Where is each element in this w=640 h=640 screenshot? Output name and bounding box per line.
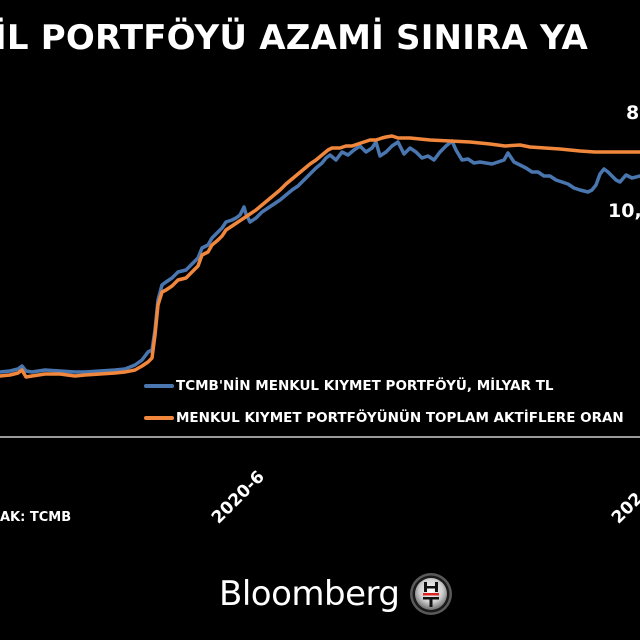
legend-item-portfolio: TCMB'NİN MENKUL KIYMET PORTFÖYÜ, MİLYAR …	[144, 378, 554, 394]
x-axis-line	[0, 436, 640, 438]
legend-swatch-blue	[144, 384, 174, 388]
series-line-portfolio	[0, 139, 640, 374]
legend-item-ratio: MENKUL KIYMET PORTFÖYÜNÜN TOPLAM AKTİFLE…	[144, 410, 624, 426]
x-tick-label: 2020-6	[207, 467, 269, 528]
ht-emblem-icon	[410, 573, 453, 615]
value-label-ratio: 8	[626, 102, 640, 124]
legend-label: MENKUL KIYMET PORTFÖYÜNÜN TOPLAM AKTİFLE…	[176, 410, 624, 426]
plot-area	[0, 134, 640, 379]
x-tick-label: 202	[607, 488, 640, 528]
legend-label: TCMB'NİN MENKUL KIYMET PORTFÖYÜ, MİLYAR …	[176, 378, 554, 394]
brand-name: Bloomberg	[219, 574, 400, 614]
legend-swatch-orange	[144, 416, 174, 420]
line-chart	[0, 134, 640, 379]
series-line-ratio	[0, 134, 640, 379]
brand-logo: Bloomberg	[219, 572, 453, 616]
source-note: AK: TCMB	[0, 510, 72, 525]
chart-title: İL PORTFÖYÜ AZAMİ SINIRA YA	[0, 18, 589, 58]
value-label-portfolio: 10,	[608, 200, 640, 222]
